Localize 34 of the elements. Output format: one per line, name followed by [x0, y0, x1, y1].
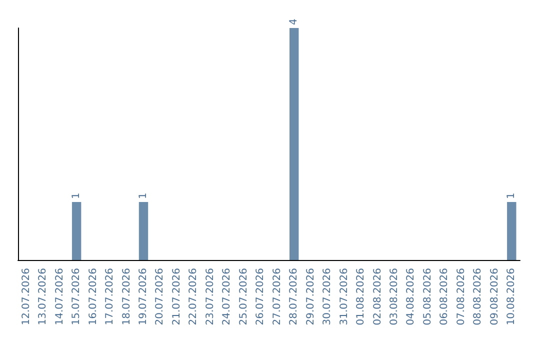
x-tick-label: 23.07.2026	[204, 268, 216, 326]
x-tick-label: 19.07.2026	[138, 268, 149, 326]
x-tick-label: 22.07.2026	[188, 268, 200, 326]
data-label: 1	[71, 192, 82, 199]
x-tick-label: 05.08.2026	[422, 268, 434, 326]
data-label: 1	[506, 192, 518, 199]
x-tick-label: 10.08.2026	[506, 268, 518, 326]
x-tick-label: 03.08.2026	[389, 268, 400, 326]
data-label: 4	[288, 18, 300, 25]
x-tick-label: 16.07.2026	[88, 268, 99, 326]
x-tick-label: 20.07.2026	[154, 268, 166, 326]
x-tick-label: 17.07.2026	[104, 268, 116, 326]
x-tick-label: 30.07.2026	[322, 268, 334, 326]
x-tick-label: 28.07.2026	[288, 268, 300, 326]
x-tick-label: 04.08.2026	[406, 268, 417, 326]
x-tick-label: 13.07.2026	[38, 268, 49, 326]
x-tick-label: 26.07.2026	[255, 268, 266, 326]
x-tick-label: 24.07.2026	[222, 268, 233, 326]
x-tick-label: 02.08.2026	[372, 268, 384, 326]
x-tick-label: 14.07.2026	[54, 268, 66, 326]
x-tick-label: 07.08.2026	[456, 268, 467, 326]
x-tick-label: 15.07.2026	[71, 268, 82, 326]
data-label: 1	[138, 192, 149, 199]
x-tick-label: 18.07.2026	[121, 268, 132, 326]
x-tick-label: 06.08.2026	[439, 268, 450, 326]
x-tick-label: 12.07.2026	[20, 268, 32, 326]
x-tick-label: 01.08.2026	[356, 268, 367, 326]
x-tick-label: 21.07.2026	[171, 268, 182, 326]
x-tick-label: 27.07.2026	[272, 268, 283, 326]
x-tick-label: 09.08.2026	[489, 268, 500, 326]
x-tick-label: 31.07.2026	[338, 268, 350, 326]
x-tick-label: 25.07.2026	[238, 268, 250, 326]
x-tick-label: 29.07.2026	[305, 268, 316, 326]
x-tick-label: 08.08.2026	[472, 268, 484, 326]
